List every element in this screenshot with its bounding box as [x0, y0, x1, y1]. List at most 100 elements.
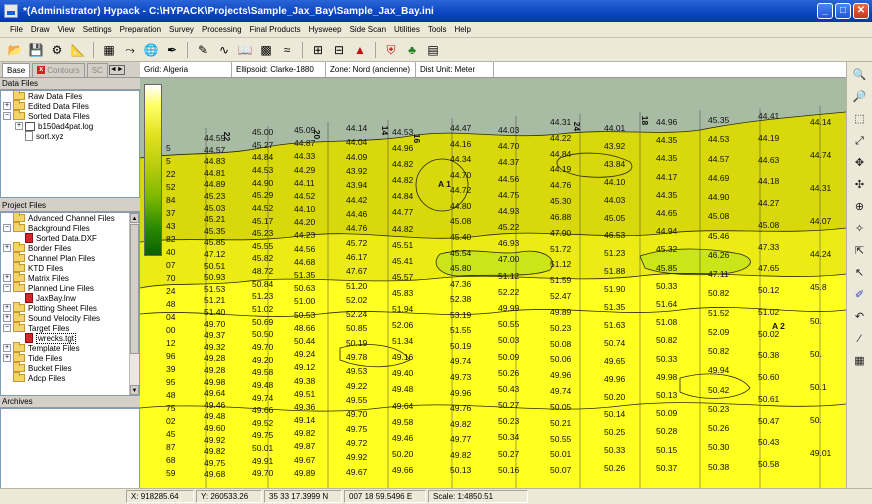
data-files-tree[interactable]: Raw Data Files + Edited Data Files − Sorted … [0, 90, 140, 198]
sounding-label: 51.02 [758, 306, 780, 317]
pan-icon[interactable]: ✥ [854, 156, 865, 169]
book-icon[interactable]: 📖 [237, 42, 253, 57]
menu-help[interactable]: Help [454, 25, 471, 34]
window-icon[interactable]: ⊟ [333, 42, 345, 57]
survey-map[interactable]: 5 5 22 52 84 37 43 82 40 07 70 24 48 04 00 12 96 39 95 48 75… [140, 78, 846, 488]
menu-preparation[interactable]: Preparation [119, 25, 162, 34]
zoom-window-icon[interactable]: ⬚ [854, 112, 865, 125]
collapse-icon[interactable]: − [3, 224, 11, 232]
tree-item[interactable]: Adcp Files [1, 372, 139, 383]
tree-item[interactable]: Advanced Channel Files [1, 213, 139, 223]
tree-item[interactable]: Channel Plan Files [1, 252, 139, 263]
tree-item[interactable]: + Template Files [1, 342, 139, 353]
tree-item[interactable]: − Planned Line Files [1, 282, 139, 293]
tab-sc[interactable]: SC [86, 62, 108, 77]
collapse-icon[interactable]: − [3, 324, 11, 332]
pointer-icon[interactable]: ↖ [854, 266, 865, 279]
tab-contours[interactable]: x Contours [32, 62, 85, 77]
menu-side-scan[interactable]: Side Scan [349, 25, 387, 34]
menu-processing[interactable]: Processing [201, 25, 242, 34]
expand-icon[interactable]: + [3, 244, 11, 252]
zoom-extents-icon[interactable]: ⤢ [855, 134, 864, 147]
collapse-icon[interactable]: − [3, 284, 11, 292]
expand-icon[interactable]: + [3, 102, 11, 110]
project-files-tree[interactable]: ▲ ▼ Advanced Channel Files − Background Fi… [0, 212, 140, 396]
shield-icon[interactable]: ⛨ [386, 42, 396, 57]
compass-icon[interactable]: ✧ [854, 222, 865, 235]
menu-settings[interactable]: Settings [82, 25, 112, 34]
app-icon[interactable] [4, 4, 18, 18]
menu-survey[interactable]: Survey [169, 25, 194, 34]
grid-icon[interactable]: ⊞ [312, 42, 324, 57]
boat-icon[interactable]: ▲ [354, 42, 366, 57]
draw-icon[interactable]: ∿ [218, 42, 230, 57]
menu-view[interactable]: View [57, 25, 75, 34]
zoom-out-icon[interactable]: 🔎 [852, 90, 867, 103]
expand-icon[interactable]: + [3, 344, 11, 352]
tree-item[interactable]: + Edited Data Files [1, 100, 139, 111]
chart-icon[interactable]: ▦ [103, 42, 115, 57]
tree-item[interactable]: − Target Files [1, 322, 139, 333]
zoom-in-icon[interactable]: 🔍 [852, 68, 867, 81]
close-button[interactable]: ✕ [853, 3, 869, 19]
tree-item[interactable]: Bucket Files [1, 362, 139, 373]
undo-icon[interactable]: ↶ [854, 310, 865, 323]
tree-item[interactable]: + Tide Files [1, 352, 139, 363]
minimize-button[interactable]: _ [817, 3, 833, 19]
tree-item[interactable]: Sorted Data.DXF [1, 233, 139, 243]
matrix-icon[interactable]: ▤ [427, 42, 439, 57]
sounding-label: 49.70 [204, 318, 226, 329]
tree-item[interactable]: + Sound Velocity Files [1, 312, 139, 323]
wave-icon[interactable]: ≈ [283, 42, 291, 57]
menu-utilities[interactable]: Utilities [394, 25, 420, 34]
tree-item[interactable]: − Background Files [1, 222, 139, 233]
expand-icon[interactable]: + [15, 122, 23, 130]
target-label[interactable]: A 2 [772, 321, 785, 331]
tab-scroll-button[interactable]: ◄► [108, 64, 125, 75]
measure-icon[interactable]: ⁄ [858, 332, 861, 345]
target-icon[interactable]: ⊕ [854, 200, 865, 213]
tree-item[interactable]: + b150ad4pat.log [1, 121, 139, 131]
line-tool-icon[interactable]: ⤳ [125, 42, 135, 57]
select-icon[interactable]: ⇱ [854, 244, 865, 257]
target-label[interactable]: A 1 [438, 179, 451, 189]
tree-item[interactable]: JaxBay.lnw [1, 293, 139, 303]
expand-icon[interactable]: + [3, 354, 11, 362]
open-folder-icon[interactable]: 📂 [7, 42, 23, 57]
expand-icon[interactable]: + [3, 314, 11, 322]
toolbar-separator [93, 41, 94, 58]
edit-icon[interactable]: ✎ [197, 42, 209, 57]
mosaic-icon[interactable]: ▩ [260, 42, 272, 57]
pen-icon[interactable]: ✒ [166, 42, 178, 57]
collapse-icon[interactable]: − [3, 112, 11, 120]
tree-item[interactable]: + Border Files [1, 242, 139, 253]
maximize-button[interactable]: □ [835, 3, 851, 19]
tree-item[interactable]: − Sorted Data Files [1, 110, 139, 121]
tree-item[interactable]: KTD Files [1, 262, 139, 273]
tree-item[interactable]: + Matrix Files [1, 272, 139, 283]
tree-item[interactable]: + Plotting Sheet Files [1, 302, 139, 313]
tree-item[interactable]: wrecks.tgt [1, 332, 139, 344]
pen-tool-icon[interactable]: ✐ [854, 288, 865, 301]
menu-final-products[interactable]: Final Products [249, 25, 301, 34]
expand-icon[interactable]: + [3, 304, 11, 312]
menu-draw[interactable]: Draw [30, 25, 50, 34]
menu-file[interactable]: File [10, 25, 23, 34]
scroll-up-icon[interactable]: ▲ [130, 213, 139, 223]
scroll-thumb[interactable] [130, 224, 139, 354]
tree-item[interactable]: sort.xyz [1, 131, 139, 141]
center-icon[interactable]: ✣ [854, 178, 865, 191]
tree-item[interactable]: Raw Data Files [1, 91, 139, 101]
project-files-scrollbar[interactable]: ▲ ▼ [129, 213, 139, 395]
scroll-down-icon[interactable]: ▼ [130, 385, 139, 395]
expand-icon[interactable]: + [3, 274, 11, 282]
legend-icon[interactable]: ▦ [854, 354, 865, 367]
gear-icon[interactable]: ⚙ [51, 42, 63, 57]
ruler-icon[interactable]: 📐 [70, 42, 86, 57]
tree-icon[interactable]: ♣ [408, 42, 416, 57]
globe-icon[interactable]: 🌐 [143, 42, 159, 57]
menu-tools[interactable]: Tools [427, 25, 447, 34]
tab-base[interactable]: Base [2, 62, 31, 77]
save-icon[interactable]: 💾 [28, 42, 44, 57]
menu-hysweep[interactable]: Hysweep [308, 25, 342, 34]
